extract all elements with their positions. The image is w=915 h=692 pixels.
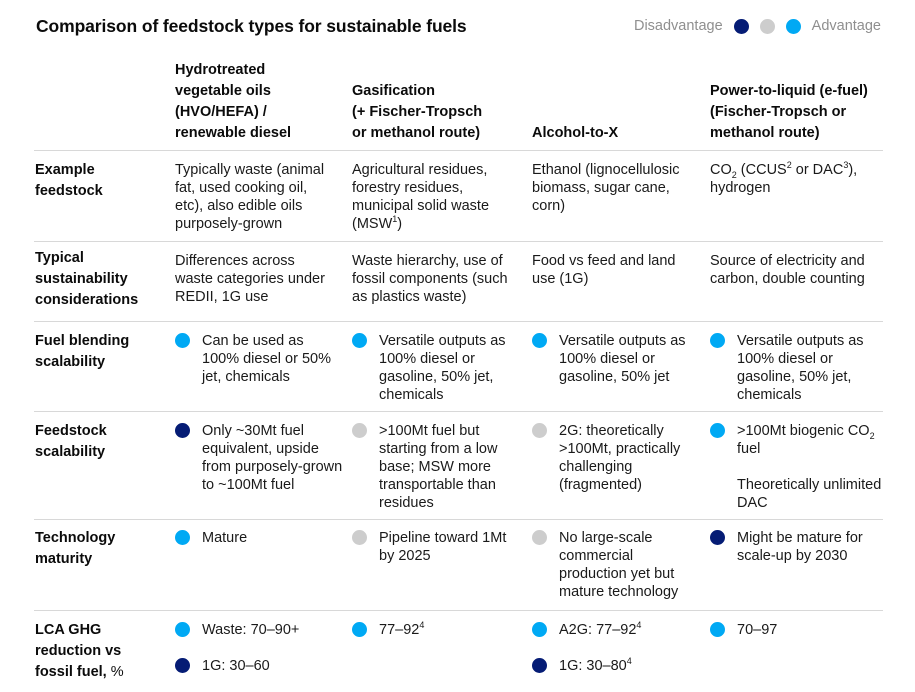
column-header-alcohol-to-x: Alcohol-to-X bbox=[532, 125, 619, 141]
row-divider bbox=[34, 610, 883, 611]
cell-sustainability-gasification: Waste hierarchy, use of fossil component… bbox=[352, 253, 508, 305]
cell-blending-gasification: Versatile outputs as 100% diesel or gaso… bbox=[379, 333, 506, 403]
cell-example-feedstock-gasification: Agricultural residues, forestry residues… bbox=[352, 162, 490, 232]
row-divider bbox=[34, 411, 883, 412]
cell-sustainability-ptl: Source of electricity and carbon, double… bbox=[710, 253, 865, 287]
cell-example-feedstock-hvo: Typically waste (animal fat, used cookin… bbox=[175, 162, 325, 232]
row-divider bbox=[34, 241, 883, 242]
rating-advantage-dot bbox=[352, 333, 367, 348]
row-label-lca-ghg: LCA GHG reduction vs fossil fuel, % bbox=[35, 622, 124, 680]
rating-neutral-dot bbox=[352, 423, 367, 438]
row-divider bbox=[34, 519, 883, 520]
rating-neutral-dot bbox=[532, 423, 547, 438]
cell-maturity-alcohol: No large-scale commercial production yet… bbox=[559, 530, 679, 600]
legend-neutral-dot bbox=[759, 18, 775, 34]
row-label-example-feedstock: Example feedstock bbox=[35, 162, 103, 199]
rating-disadvantage-dot bbox=[175, 658, 190, 673]
row-divider bbox=[34, 321, 883, 322]
cell-lca-hvo-1g: 1G: 30–60 bbox=[202, 658, 270, 674]
cell-lca-hvo-waste: Waste: 70–90+ bbox=[202, 622, 300, 638]
legend: Disadvantage Advantage bbox=[634, 18, 881, 34]
legend-advantage-label: Advantage bbox=[811, 18, 881, 34]
rating-advantage-dot bbox=[532, 333, 547, 348]
cell-lca-gasification: 77–924 bbox=[379, 620, 425, 638]
cell-lca-alcohol-a2g: A2G: 77–924 bbox=[559, 620, 642, 638]
cell-lca-alcohol-1g: 1G: 30–804 bbox=[559, 656, 632, 674]
cell-maturity-gasification: Pipeline toward 1Mt by 2025 bbox=[379, 530, 507, 564]
column-header-power-to-liquid: Power-to-liquid (e-fuel) (Fischer-Tropsc… bbox=[710, 83, 868, 141]
legend-disadvantage-label: Disadvantage bbox=[633, 18, 723, 34]
row-label-fuel-blending: Fuel blending scalability bbox=[35, 333, 130, 370]
column-header-gasification: Gasification (+ Fischer-Tropsch or metha… bbox=[352, 83, 483, 141]
row-divider bbox=[34, 150, 883, 151]
rating-disadvantage-dot bbox=[710, 530, 725, 545]
cell-blending-ptl: Versatile outputs as 100% diesel or gaso… bbox=[737, 333, 864, 403]
cell-feedstock-scalability-ptl: >100Mt biogenic CO2 fuel Theoretically u… bbox=[737, 423, 882, 511]
rating-advantage-dot bbox=[175, 622, 190, 637]
rating-neutral-dot bbox=[352, 530, 367, 545]
cell-lca-ptl: 70–97 bbox=[737, 622, 778, 638]
cell-sustainability-alcohol: Food vs feed and land use (1G) bbox=[532, 253, 676, 287]
page-title: Comparison of feedstock types for sustai… bbox=[36, 16, 467, 36]
cell-feedstock-scalability-alcohol: 2G: theoretically >100Mt, practically ch… bbox=[559, 423, 681, 493]
rating-advantage-dot bbox=[532, 622, 547, 637]
column-header-hvo: Hydrotreated vegetable oils (HVO/HEFA) /… bbox=[175, 62, 292, 141]
rating-advantage-dot bbox=[175, 530, 190, 545]
legend-disadvantage-dot bbox=[733, 18, 749, 34]
cell-feedstock-scalability-gasification: >100Mt fuel but starting from a low base… bbox=[379, 423, 498, 511]
rating-neutral-dot bbox=[532, 530, 547, 545]
rating-advantage-dot bbox=[175, 333, 190, 348]
rating-advantage-dot bbox=[710, 622, 725, 637]
cell-example-feedstock-ptl: CO2 (CCUS2 or DAC3), hydrogen bbox=[710, 160, 858, 196]
cell-example-feedstock-alcohol: Ethanol (lignocellulosic biomass, sugar … bbox=[532, 162, 680, 214]
cell-blending-alcohol: Versatile outputs as 100% diesel or gaso… bbox=[559, 333, 686, 385]
row-label-technology-maturity: Technology maturity bbox=[35, 530, 116, 567]
cell-sustainability-hvo: Differences across waste categories unde… bbox=[175, 253, 325, 305]
rating-advantage-dot bbox=[352, 622, 367, 637]
rating-disadvantage-dot bbox=[175, 423, 190, 438]
row-label-sustainability: Typical sustainability considerations bbox=[35, 250, 139, 308]
legend-advantage-dot bbox=[785, 18, 801, 34]
cell-feedstock-scalability-hvo: Only ~30Mt fuel equivalent, upside from … bbox=[202, 423, 343, 493]
cell-blending-hvo: Can be used as 100% diesel or 50% jet, c… bbox=[202, 333, 331, 385]
cell-maturity-ptl: Might be mature for scale-up by 2030 bbox=[737, 530, 863, 564]
rating-disadvantage-dot bbox=[532, 658, 547, 673]
cell-maturity-hvo: Mature bbox=[202, 530, 248, 546]
row-label-feedstock-scalability: Feedstock scalability bbox=[35, 423, 107, 460]
rating-advantage-dot bbox=[710, 333, 725, 348]
rating-advantage-dot bbox=[710, 423, 725, 438]
